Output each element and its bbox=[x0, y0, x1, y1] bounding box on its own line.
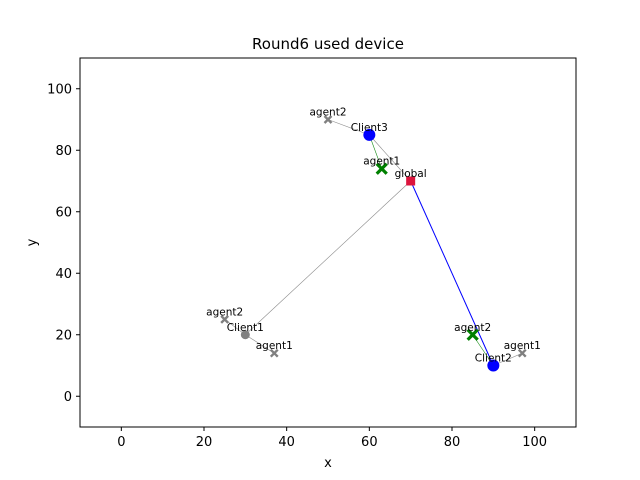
point-marker bbox=[220, 315, 230, 324]
edge-line bbox=[245, 334, 275, 354]
point-marker bbox=[240, 330, 250, 340]
y-axis-label: y bbox=[25, 238, 40, 246]
point-label: Client2 bbox=[475, 353, 512, 365]
point-label: agent1 bbox=[256, 340, 293, 352]
y-tick-label: 20 bbox=[55, 328, 72, 343]
y-tick-label: 40 bbox=[55, 267, 72, 282]
y-tick-label: 80 bbox=[55, 144, 72, 159]
x-axis-label: x bbox=[324, 456, 332, 471]
point-marker bbox=[487, 359, 500, 372]
points-layer bbox=[220, 115, 527, 372]
x-tick-label: 60 bbox=[361, 435, 378, 450]
x-tick-label: 0 bbox=[117, 435, 125, 450]
point-labels-layer: global Client1 Client2 Client3 agent1 agent2 a… bbox=[206, 107, 541, 365]
point-marker bbox=[375, 162, 388, 175]
edge-line bbox=[245, 180, 411, 335]
point-label: agent2 bbox=[309, 107, 346, 119]
y-tick-label: 100 bbox=[47, 82, 72, 97]
point-label: Client1 bbox=[227, 322, 264, 334]
point-label: agent1 bbox=[363, 156, 400, 168]
point-marker bbox=[269, 348, 279, 358]
y-tick-label: 60 bbox=[55, 205, 72, 220]
point-marker bbox=[323, 115, 333, 124]
y-tick-label: 0 bbox=[64, 390, 72, 405]
point-label: agent1 bbox=[504, 340, 541, 352]
point-label: global bbox=[395, 168, 427, 180]
point-label: Client3 bbox=[351, 122, 388, 134]
x-tick-label: 40 bbox=[278, 435, 295, 450]
x-tick-label: 80 bbox=[444, 435, 461, 450]
point-marker bbox=[517, 348, 527, 358]
point-marker bbox=[363, 128, 376, 141]
edge-line bbox=[327, 119, 370, 136]
x-tick-label: 100 bbox=[522, 435, 547, 450]
x-tick-label: 20 bbox=[196, 435, 213, 450]
point-label: agent2 bbox=[454, 322, 491, 334]
point-marker bbox=[406, 176, 416, 186]
edge-line bbox=[410, 180, 494, 366]
point-marker bbox=[466, 328, 479, 341]
edge-line bbox=[369, 134, 411, 182]
axis-ticks: 0 20 40 60 80 100 0 20 40 60 80 100 bbox=[47, 82, 547, 450]
chart-title: Round6 used device bbox=[252, 35, 404, 53]
plot-frame bbox=[79, 57, 577, 428]
point-label: agent2 bbox=[206, 306, 243, 318]
edge-line bbox=[369, 134, 383, 169]
